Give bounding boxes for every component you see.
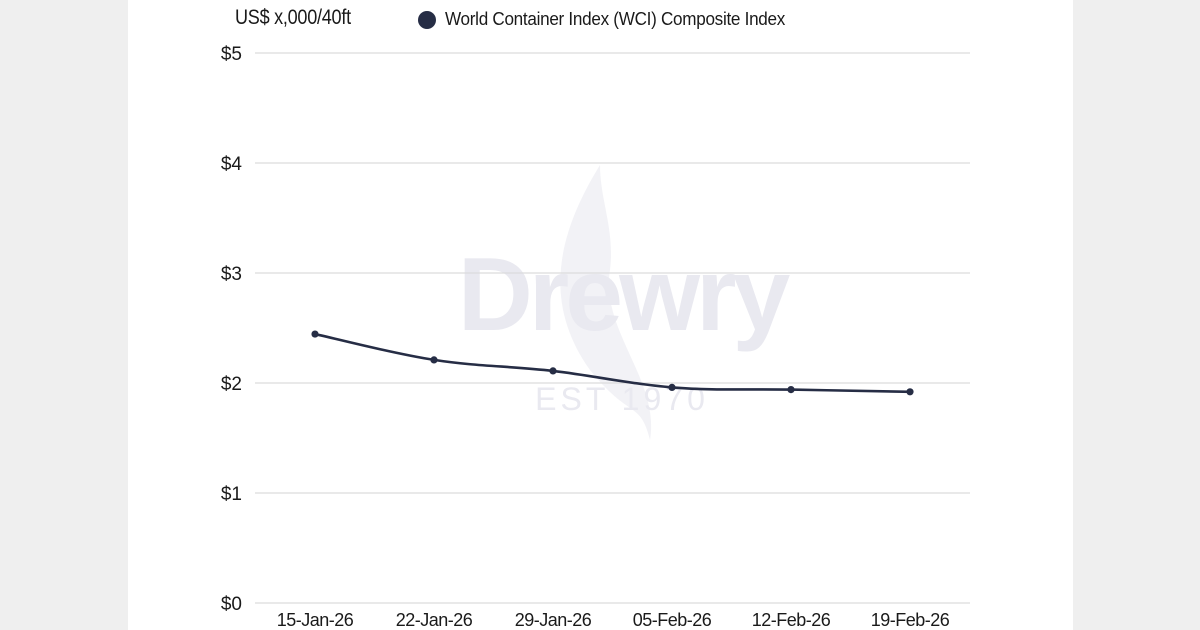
y-axis-ticks: $0 $1 $2 $3 $4 $5 xyxy=(221,44,243,615)
x-tick-label: 29-Jan-26 xyxy=(515,610,592,630)
legend-label: World Container Index (WCI) Composite In… xyxy=(445,9,786,29)
data-point xyxy=(311,330,319,338)
watermark-tagline: EST 1970 xyxy=(535,381,709,417)
y-tick-label: $4 xyxy=(221,154,243,175)
x-tick-label: 19-Feb-26 xyxy=(871,610,950,630)
series-wci-composite xyxy=(311,330,914,396)
y-tick-label: $5 xyxy=(221,44,242,65)
data-point xyxy=(430,356,438,364)
data-point xyxy=(906,388,914,396)
x-tick-label: 05-Feb-26 xyxy=(633,610,712,630)
legend-circle-icon xyxy=(418,10,436,29)
x-tick-label: 22-Jan-26 xyxy=(396,610,473,630)
x-axis-ticks: 15-Jan-26 22-Jan-26 29-Jan-26 05-Feb-26 12-F… xyxy=(277,610,951,630)
legend: World Container Index (WCI) Composite In… xyxy=(418,9,803,30)
data-point xyxy=(668,383,676,391)
x-tick-label: 15-Jan-26 xyxy=(277,610,354,630)
y-axis-unit-label: US$ x,000/40ft xyxy=(235,6,351,29)
watermark-brand: Drewry xyxy=(458,237,791,353)
data-point xyxy=(787,386,795,394)
y-tick-label: $0 xyxy=(221,594,242,615)
y-tick-label: $3 xyxy=(221,264,242,285)
x-tick-label: 12-Feb-26 xyxy=(752,610,831,630)
series-line xyxy=(313,332,912,394)
y-tick-label: $1 xyxy=(221,484,242,505)
data-point xyxy=(549,367,557,375)
gridlines xyxy=(255,52,970,604)
drewry-watermark: Drewry EST 1970 xyxy=(458,165,794,440)
y-tick-label: $2 xyxy=(221,374,242,395)
